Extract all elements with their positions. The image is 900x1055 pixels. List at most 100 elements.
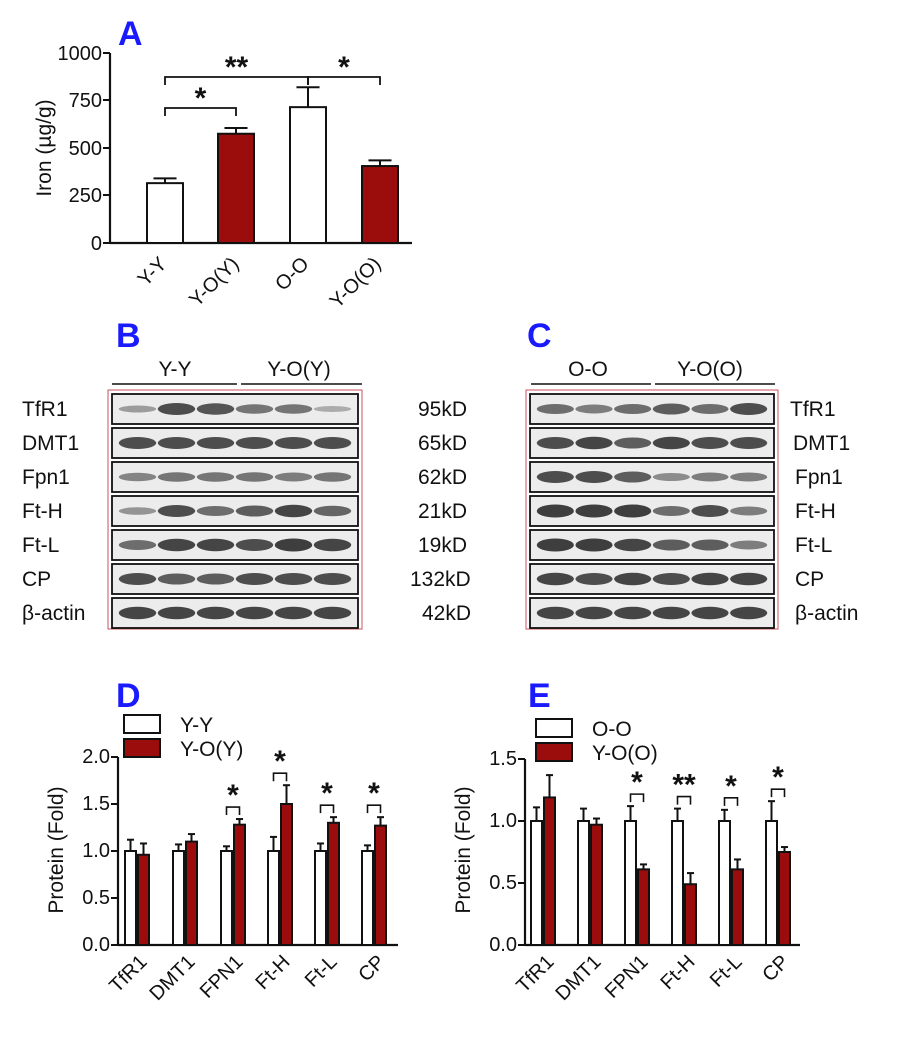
panel-b-band [313,472,352,482]
panel-b-band [274,573,313,585]
legend-d-filled-swatch [123,738,161,758]
panel-d-xtick: FPN1 [196,951,248,1003]
panel-c-band [691,505,729,517]
panel-b-band [196,403,235,415]
panel-e-significance-star: * [725,770,737,803]
panel-e-bar [637,868,650,946]
panel-a-significance-star: * [338,51,350,84]
panel-b-band [196,538,235,552]
panel-c-band [614,504,652,518]
panel-e-xtick: CP [758,951,793,986]
panel-b-band [157,573,196,585]
panel-d-significance-bracket [366,804,382,814]
legend-e-open-label: O-O [592,718,632,741]
panel-d-ytick: 1.5 [82,793,110,815]
protein-label-c: Fpn1 [795,466,843,489]
panel-d-significance-bracket [272,772,288,782]
panel-c-band [536,572,574,586]
panel-b-band [196,606,235,620]
panel-e-significance-bracket [723,797,739,806]
panel-e-bar [671,820,684,946]
panel-b-band [157,606,196,620]
panel-e-significance-star: * [772,761,784,794]
panel-d-bar [327,821,340,946]
panel-a-bar [361,165,399,244]
panel-e-bar [765,820,778,946]
panel-d-bar [185,840,198,946]
panel-b-band [313,606,352,620]
panel-e-xtick: Ft-L [706,951,747,992]
panel-e-bar [543,796,556,946]
panel-e-ytick: 0.0 [489,934,517,956]
panel-e-bar [684,883,697,946]
panel-b-band [118,606,157,620]
panel-c-band [730,472,768,482]
panel-c-band [691,437,729,449]
panel-d-bar [124,850,137,946]
panel-b-band [313,538,352,552]
panel-c-band [730,506,768,516]
panel-d-significance-star: * [321,777,333,810]
panel-d-ytick: 1.0 [82,840,110,862]
panel-a-significance-star: ** [225,51,249,84]
panel-b-band [118,573,157,585]
panel-b-band [157,403,196,415]
panel-a-ytick: 0 [91,233,102,255]
panel-b-band [235,404,274,414]
panel-a-ytick: 500 [69,138,102,160]
panel-b-band [274,437,313,449]
panel-e-bar [530,820,543,946]
panel-e-xtick: FPN1 [601,951,653,1003]
legend-e-open-swatch [535,718,573,738]
panel-d-ylabel: Protein (Fold) [45,786,68,913]
panel-e-ylabel: Protein (Fold) [452,786,475,913]
panel-b-band [235,505,274,517]
panel-e-bar [577,820,590,946]
panel-c-band [575,404,613,414]
panel-c-band [730,572,768,586]
panel-e-bar [624,820,637,946]
legend-d-open-swatch [123,714,161,734]
panel-d-bar [233,823,246,946]
panel-c-band [652,473,690,481]
panel-c-band [614,606,652,620]
panel-c-blot-frame [525,389,779,630]
size-label: 95kD [418,398,467,421]
panel-c-band [730,437,768,449]
panel-d-significance-bracket [225,806,241,816]
legend-d-open-label: Y-Y [180,714,213,737]
panel-c-band [691,572,729,586]
panel-c-label: C [527,317,552,355]
panel-c-band [691,404,729,414]
panel-b-band [118,437,157,449]
legend-e-filled-swatch [535,742,573,762]
panel-b-band [274,472,313,482]
panel-e: E O-O Y-O(O) Protein (Fold) 0.0 0.5 1.0 … [452,677,794,1005]
panel-b-band [235,437,274,449]
panel-c-group-label: Y-O(O) [677,358,743,381]
panel-e-significance-star: * [631,766,643,799]
panel-e-significance-bracket [629,793,645,803]
panel-a-ytick: 750 [69,90,102,112]
panel-a-significance-bracket [307,76,381,85]
panel-e-significance-bracket [770,788,786,798]
panel-c-band [652,573,690,585]
panel-c-band [614,572,652,586]
panel-b-band [235,573,274,585]
panel-b-label: B [116,317,141,355]
panel-b-band [118,540,157,550]
panel-a-ylabel: Iron (µg/g) [33,99,56,196]
protein-label-b: Ft-H [22,500,63,523]
panel-d-label: D [116,677,141,715]
panel-b-blot-frame [107,389,363,630]
panel-c-band [691,539,729,551]
panel-e-bar [731,868,744,946]
panel-c-band [730,606,768,620]
panel-e-xtick: Ft-H [656,951,699,994]
panel-c-band [614,404,652,414]
panel-a: A Iron (µg/g) 0 250 500 750 1000 Y-Y Y-O… [33,15,386,313]
panel-d-bar [137,853,150,947]
panel-b-band [157,437,196,449]
panel-c-band [652,539,690,551]
protein-label-c: Ft-L [795,534,832,557]
